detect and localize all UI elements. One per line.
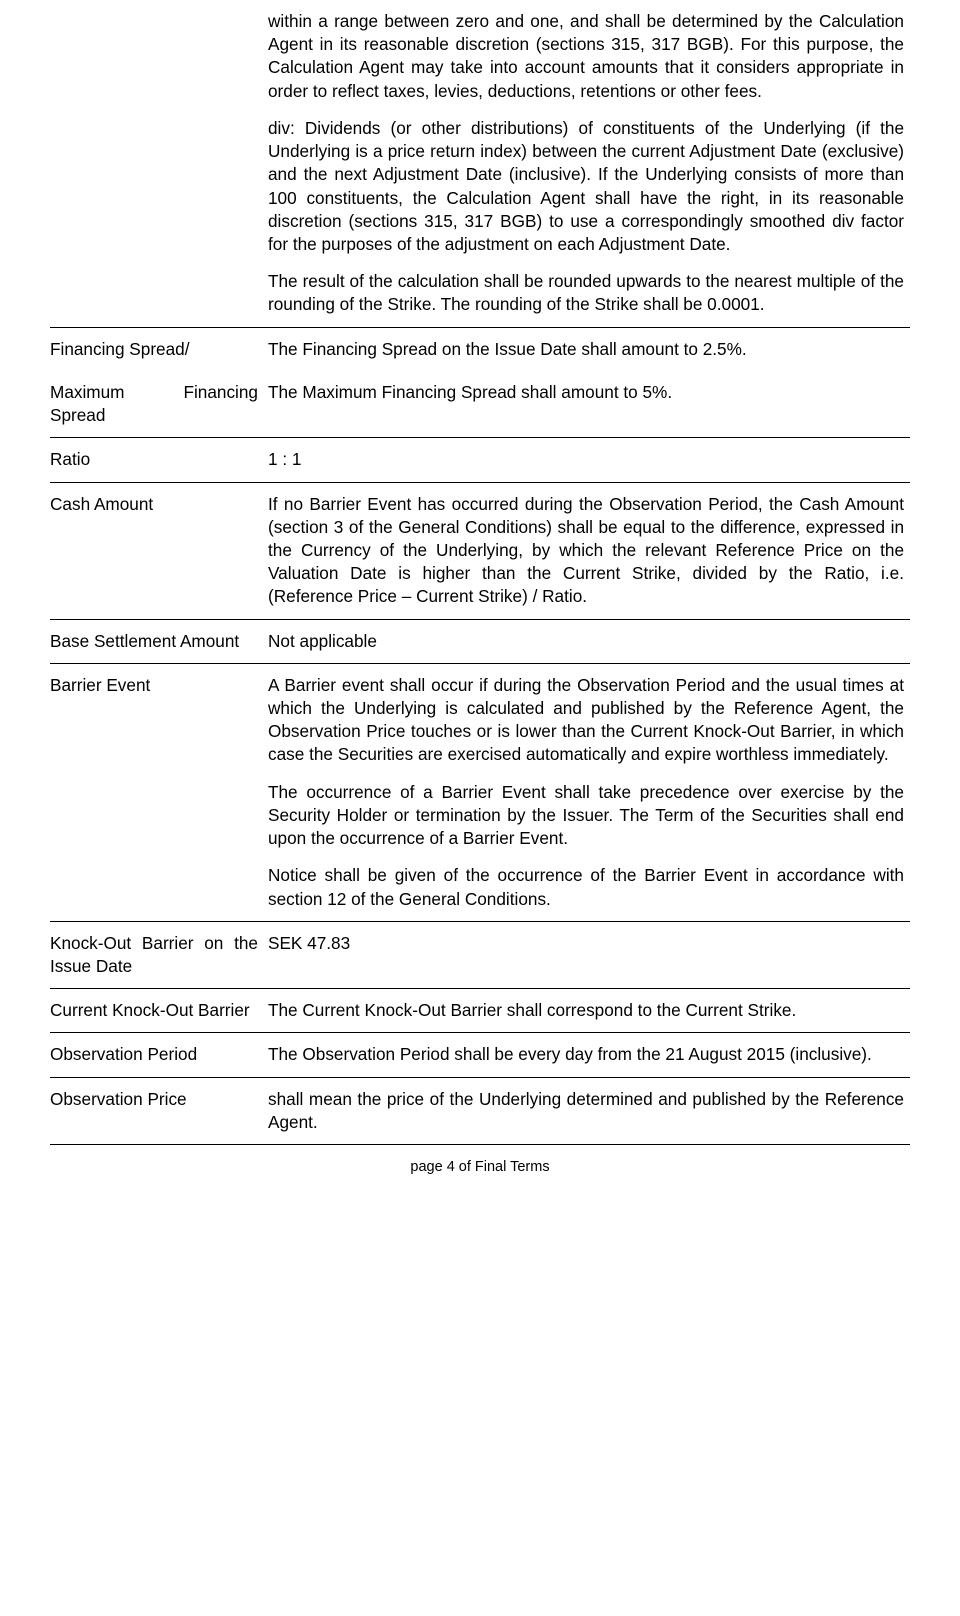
term-label: Barrier Event (50, 663, 268, 921)
term-value: Not applicable (268, 619, 910, 663)
term-label: Cash Amount (50, 482, 268, 619)
term-value: shall mean the price of the Underlying d… (268, 1077, 910, 1144)
table-row: Observation PeriodThe Observation Period… (50, 1033, 910, 1077)
table-row: Current Knock-Out BarrierThe Current Kno… (50, 989, 910, 1033)
term-paragraph: The Maximum Financing Spread shall amoun… (268, 381, 904, 404)
term-label: Observation Period (50, 1033, 268, 1077)
term-paragraph: div: Dividends (or other distributions) … (268, 117, 904, 256)
term-paragraph: Notice shall be given of the occurrence … (268, 864, 904, 910)
page-footer: page 4 of Final Terms (50, 1159, 910, 1175)
term-value: If no Barrier Event has occurred during … (268, 482, 910, 619)
term-paragraph: The Current Knock-Out Barrier shall corr… (268, 999, 904, 1022)
term-paragraph: Not applicable (268, 630, 904, 653)
term-value: A Barrier event shall occur if during th… (268, 663, 910, 921)
table-row: Base Settlement AmountNot applicable (50, 619, 910, 663)
term-value: The Financing Spread on the Issue Date s… (268, 327, 910, 371)
terms-table: within a range between zero and one, and… (50, 0, 910, 1145)
term-value: 1 : 1 (268, 438, 910, 482)
term-label: MaximumFinancingSpread (50, 371, 268, 438)
table-row: within a range between zero and one, and… (50, 0, 910, 327)
document-page: within a range between zero and one, and… (0, 0, 960, 1203)
term-label (50, 0, 268, 327)
term-label: Financing Spread/ (50, 327, 268, 371)
table-row: Knock-Out Barrier on the Issue DateSEK 4… (50, 921, 910, 988)
term-label: Observation Price (50, 1077, 268, 1144)
table-row: MaximumFinancingSpreadThe Maximum Financ… (50, 371, 910, 438)
term-value: The Maximum Financing Spread shall amoun… (268, 371, 910, 438)
table-row: Financing Spread/The Financing Spread on… (50, 327, 910, 371)
term-paragraph: A Barrier event shall occur if during th… (268, 674, 904, 767)
table-row: Cash AmountIf no Barrier Event has occur… (50, 482, 910, 619)
table-row: Ratio1 : 1 (50, 438, 910, 482)
term-value: within a range between zero and one, and… (268, 0, 910, 327)
term-label: Current Knock-Out Barrier (50, 989, 268, 1033)
term-value: The Current Knock-Out Barrier shall corr… (268, 989, 910, 1033)
term-label: Knock-Out Barrier on the Issue Date (50, 921, 268, 988)
term-paragraph: If no Barrier Event has occurred during … (268, 493, 904, 609)
term-paragraph: 1 : 1 (268, 448, 904, 471)
term-value: SEK 47.83 (268, 921, 910, 988)
term-paragraph: The Financing Spread on the Issue Date s… (268, 338, 904, 361)
table-row: Observation Priceshall mean the price of… (50, 1077, 910, 1144)
term-paragraph: The occurrence of a Barrier Event shall … (268, 781, 904, 851)
term-paragraph: The Observation Period shall be every da… (268, 1043, 904, 1066)
term-value: The Observation Period shall be every da… (268, 1033, 910, 1077)
term-paragraph: shall mean the price of the Underlying d… (268, 1088, 904, 1134)
term-label: Ratio (50, 438, 268, 482)
term-paragraph: within a range between zero and one, and… (268, 10, 904, 103)
table-row: Barrier EventA Barrier event shall occur… (50, 663, 910, 921)
term-paragraph: SEK 47.83 (268, 932, 904, 955)
term-label: Base Settlement Amount (50, 619, 268, 663)
term-paragraph: The result of the calculation shall be r… (268, 270, 904, 316)
